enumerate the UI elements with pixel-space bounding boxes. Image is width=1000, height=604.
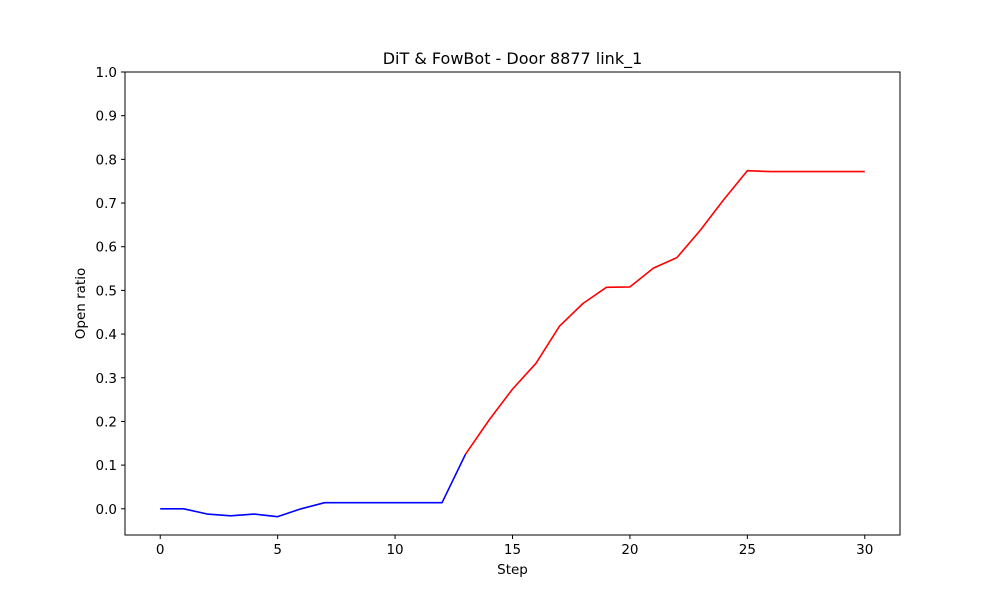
y-tick-label: 0.6 <box>96 240 117 256</box>
y-tick-label: 0.7 <box>96 196 117 212</box>
x-tick-label: 0 <box>156 542 165 558</box>
x-tick-label: 30 <box>856 542 873 558</box>
y-tick-label: 1.0 <box>96 65 117 81</box>
y-tick-label: 0.2 <box>96 414 117 430</box>
y-tick-label: 0.8 <box>96 152 117 168</box>
y-tick-label: 0.3 <box>96 371 117 387</box>
y-axis-label: Open ratio <box>73 268 89 339</box>
y-tick-label: 0.9 <box>96 109 117 125</box>
series-line-dit <box>160 453 467 518</box>
x-tick-label: 20 <box>621 542 638 558</box>
x-tick-label: 15 <box>504 542 521 558</box>
y-tick-label: 0.5 <box>96 283 117 299</box>
x-tick-label: 25 <box>739 542 756 558</box>
y-tick-label: 0.1 <box>96 458 117 474</box>
x-tick-label: 10 <box>386 542 403 558</box>
y-tick-label: 0.4 <box>96 327 117 343</box>
y-tick-label: 0.0 <box>96 502 117 518</box>
x-tick-label: 5 <box>273 542 282 558</box>
series-line-fowbot <box>464 169 865 455</box>
chart-title: DiT & FowBot - Door 8877 link_1 <box>383 49 643 69</box>
x-axis-label: Step <box>497 562 528 578</box>
